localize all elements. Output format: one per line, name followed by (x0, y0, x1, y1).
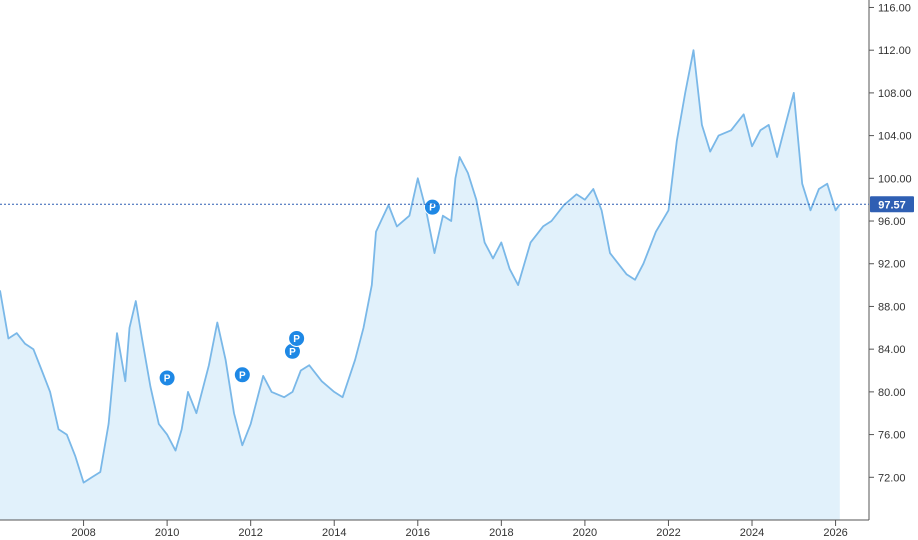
y-tick-label: 76.00 (878, 430, 906, 442)
y-tick-label: 116.00 (878, 2, 911, 14)
y-axis-ticks: 72.00 76.00 80.00 84.00 88.00 92.00 96.00 100.0… (869, 2, 912, 484)
y-tick-label: 104.00 (878, 131, 912, 143)
event-marker: P (158, 369, 176, 387)
event-marker-circle (423, 198, 441, 216)
event-marker-label: P (429, 203, 436, 214)
x-tick-label: 2026 (823, 527, 847, 539)
x-axis-ticks: 2008 2010 2012 2014 2016 2018 2020 2022 2024 2026 (71, 520, 848, 539)
y-tick-label: 80.00 (878, 387, 906, 399)
x-tick-label: 2010 (155, 527, 179, 539)
current-price-label: 97.57 (878, 199, 906, 211)
event-marker-circle (158, 369, 176, 387)
event-marker-circle (233, 366, 251, 384)
event-marker: P (283, 342, 301, 360)
x-tick-label: 2018 (489, 527, 513, 539)
event-marker-label: P (289, 347, 296, 358)
y-tick-label: 72.00 (878, 472, 906, 484)
event-marker-label: P (164, 373, 171, 384)
series-area-fill (0, 50, 840, 520)
current-price-tag (870, 196, 914, 213)
y-tick-label: 112.00 (878, 45, 911, 57)
event-marker-label: P (293, 334, 300, 345)
plot-area (0, 49, 841, 520)
series-line (0, 49, 841, 484)
y-tick-label: 88.00 (878, 301, 906, 313)
y-tick-label: 84.00 (878, 344, 906, 356)
y-tick-label: 92.00 (878, 259, 906, 271)
current-price-indicator: 97.57 (0, 196, 914, 213)
event-marker-circle (288, 329, 306, 347)
event-marker: P (233, 366, 251, 384)
x-tick-label: 2008 (71, 527, 95, 539)
y-tick-label: 108.00 (878, 88, 912, 100)
x-tick-label: 2016 (406, 527, 430, 539)
x-tick-label: 2012 (238, 527, 262, 539)
x-tick-label: 2020 (573, 527, 597, 539)
event-marker: P (423, 198, 441, 216)
y-tick-label: 100.00 (878, 173, 912, 185)
event-marker-label: P (239, 370, 246, 381)
x-tick-label: 2022 (656, 527, 680, 539)
event-marker: P (288, 329, 306, 347)
x-tick-label: 2024 (740, 527, 764, 539)
y-tick-label: 96.00 (878, 216, 906, 228)
x-tick-label: 2014 (322, 527, 346, 539)
